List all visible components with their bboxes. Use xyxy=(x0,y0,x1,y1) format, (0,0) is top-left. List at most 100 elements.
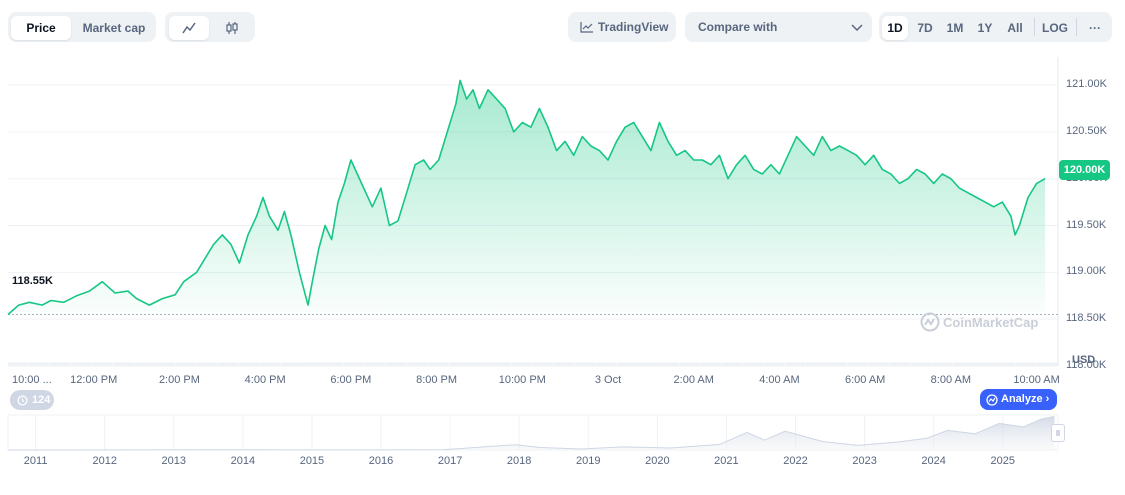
history-icon xyxy=(17,395,28,406)
x-tick-label: 10:00 AM xyxy=(1013,374,1060,386)
volume-bar xyxy=(8,362,29,366)
volume-bar xyxy=(596,362,617,366)
volume-bar xyxy=(428,362,449,366)
currency-label: USD xyxy=(1072,354,1096,366)
y-tick-label: 118.50K xyxy=(1066,312,1107,325)
x-tick-label: 8:00 PM xyxy=(416,374,458,386)
chevron-down-icon xyxy=(851,24,863,32)
volume-bar xyxy=(176,362,197,366)
x-tick-label: 2:00 PM xyxy=(158,374,200,386)
y-tick-label: 118.00K xyxy=(1066,359,1107,371)
volume-bar xyxy=(260,362,281,366)
volume-bar xyxy=(743,362,764,366)
year-label: 2014 xyxy=(230,455,256,467)
price-chart[interactable] xyxy=(0,50,1125,390)
candlestick-icon xyxy=(226,22,238,34)
volume-bar xyxy=(155,362,176,366)
price-area-fill xyxy=(8,80,1046,315)
events-badge[interactable]: 124 xyxy=(10,390,54,410)
year-label: 2022 xyxy=(783,455,808,467)
range-all[interactable]: All xyxy=(1007,21,1023,35)
volume-bar xyxy=(407,362,428,366)
coinmarketcap-logo-icon xyxy=(920,312,940,332)
x-tick-label: 4:00 AM xyxy=(759,374,800,386)
volume-bar xyxy=(638,362,659,366)
history-area-fill xyxy=(8,416,1055,450)
volume-bar xyxy=(701,362,722,366)
volume-bar xyxy=(365,362,386,366)
range-1d[interactable]: 1D xyxy=(882,16,908,40)
events-count: 124 xyxy=(32,394,51,406)
history-line xyxy=(8,415,1055,451)
year-label: 2023 xyxy=(852,455,877,467)
line-chart-icon xyxy=(182,22,196,34)
analyze-label: Analyze › xyxy=(1001,393,1050,405)
time-range-selector: 1D 7D 1M 1Y All LOG ··· xyxy=(879,12,1112,42)
range-divider xyxy=(1034,18,1035,36)
year-label: 2019 xyxy=(576,455,601,467)
x-tick-label: 10:00 ... xyxy=(12,374,52,386)
x-tick-label: 8:00 AM xyxy=(930,374,972,386)
volume-bar xyxy=(1016,362,1037,366)
analyze-button[interactable]: Analyze › xyxy=(980,389,1057,410)
volume-bar xyxy=(344,362,365,366)
y-tick-label: 120.50K xyxy=(1066,124,1107,137)
x-tick-label: 2:00 AM xyxy=(673,374,714,386)
drag-handle-icon xyxy=(1056,430,1060,436)
chart-line-icon xyxy=(580,22,593,33)
history-navigator[interactable] xyxy=(0,413,1125,463)
year-label: 2013 xyxy=(161,455,187,467)
year-label: 2011 xyxy=(23,455,48,467)
volume-bar xyxy=(932,362,953,366)
volume-bar xyxy=(848,362,869,366)
year-label: 2012 xyxy=(92,455,117,467)
volume-bar xyxy=(92,362,113,366)
volume-bar xyxy=(890,362,911,366)
volume-bar xyxy=(512,362,533,366)
volume-bar xyxy=(722,362,743,366)
volume-bar xyxy=(869,362,890,366)
volume-bar xyxy=(281,362,302,366)
navigator-handle[interactable] xyxy=(1051,424,1065,442)
compare-with-label: Compare with xyxy=(698,20,778,34)
x-tick-label: 6:00 AM xyxy=(844,374,886,386)
volume-bar xyxy=(239,362,260,366)
volume-bar xyxy=(995,362,1016,366)
volume-bar xyxy=(659,362,680,366)
volume-bar xyxy=(491,362,512,366)
candlestick-chart-button[interactable] xyxy=(213,16,251,40)
volume-bar xyxy=(50,362,71,366)
log-scale-toggle[interactable]: LOG xyxy=(1042,21,1068,35)
chart-type-toggle: Price Market cap xyxy=(8,12,156,42)
volume-bar xyxy=(218,362,239,366)
price-tab[interactable]: Price xyxy=(11,16,71,40)
volume-bar xyxy=(71,362,92,366)
volume-bar xyxy=(386,362,407,366)
line-chart-button[interactable] xyxy=(169,16,209,40)
log-divider xyxy=(1076,18,1077,36)
tradingview-button[interactable]: TradingView xyxy=(568,12,676,42)
coinmarketcap-watermark: CoinMarketCap xyxy=(920,312,1038,332)
range-1m[interactable]: 1M xyxy=(946,21,964,35)
volume-bar xyxy=(806,362,827,366)
volume-bar xyxy=(953,362,974,366)
volume-bar xyxy=(764,362,785,366)
volume-bar xyxy=(785,362,806,366)
low-price-label: 118.55K xyxy=(12,275,53,287)
volume-bar xyxy=(827,362,848,366)
volume-bar xyxy=(113,362,134,366)
volume-bar xyxy=(554,362,575,366)
range-7d[interactable]: 7D xyxy=(917,21,933,35)
compare-with-dropdown[interactable]: Compare with xyxy=(685,12,872,42)
tradingview-label: TradingView xyxy=(598,20,669,34)
range-1y[interactable]: 1Y xyxy=(977,21,993,35)
year-label: 2024 xyxy=(921,455,946,467)
volume-bar xyxy=(575,362,596,366)
x-tick-label: 12:00 PM xyxy=(70,374,118,386)
volume-bar xyxy=(470,362,491,366)
volume-bar xyxy=(911,362,932,366)
volume-bar xyxy=(302,362,323,366)
market-cap-tab[interactable]: Market cap xyxy=(82,21,146,35)
more-options-button[interactable]: ··· xyxy=(1089,21,1101,35)
volume-bar xyxy=(533,362,554,366)
